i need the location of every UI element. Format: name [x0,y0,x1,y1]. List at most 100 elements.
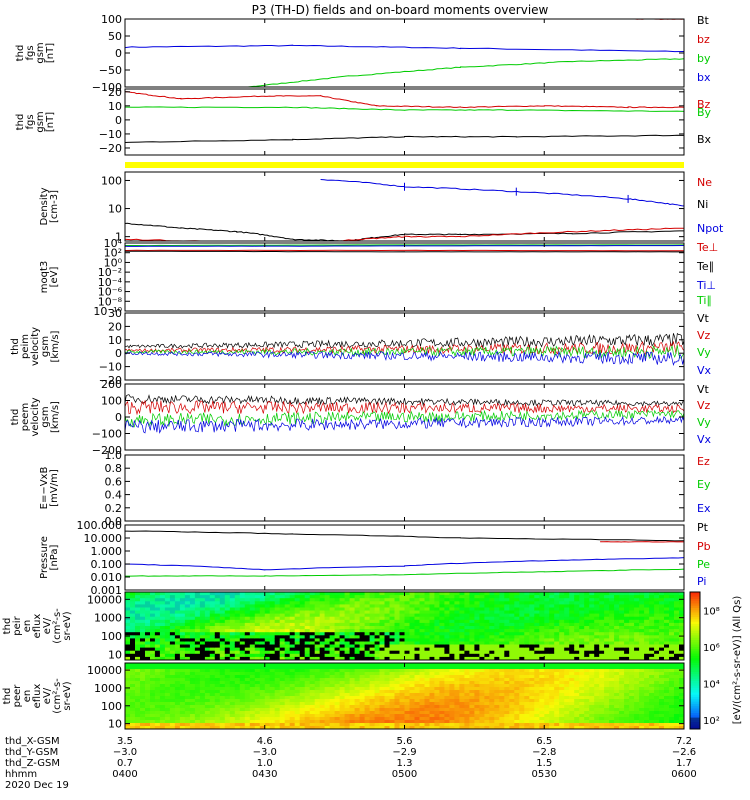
spectrogram-cell [414,629,420,633]
spectrogram-cell [349,669,356,673]
spectrogram-cell [494,681,500,685]
spectrogram-cell [304,601,311,605]
spectrogram-cell [419,656,425,661]
spectrogram-cell [369,696,376,700]
spectrogram-cell [604,723,610,727]
spectrogram-cell [679,622,685,627]
spectrogram-cell [174,717,181,721]
spectrogram-cell [379,613,385,618]
spectrogram-cell [444,632,450,636]
spectrogram-cell [614,644,620,649]
spectrogram-cell [309,690,316,694]
spectrogram-cell [130,696,136,700]
spectrogram-cell [314,598,321,602]
spectrogram-cell [199,693,206,697]
spectrogram-cell [464,690,470,694]
spectrogram-cell [464,592,470,596]
spectrogram-cell [289,626,296,630]
spectrogram-cell [344,675,351,679]
spectrogram-cell [344,629,351,633]
spectrogram-cell [419,595,425,599]
spectrogram-cell [364,604,371,608]
spectrogram-cell [294,687,301,691]
spectrogram-cell [479,622,485,627]
spectrogram-cell [459,650,465,655]
spectrogram-cell [130,675,136,679]
spectrogram-cell [604,626,610,630]
spectrogram-cell [659,595,665,599]
spectrogram-cell [444,601,450,605]
spectrogram-cell [364,720,371,724]
spectrogram-cell [314,723,321,727]
spectrogram-cell [584,717,590,721]
spectrogram-cell [369,601,376,605]
spectrogram-cell [424,666,430,670]
spectrogram-cell [389,650,395,655]
spectrogram-cell [559,653,565,658]
spectrogram-cell [484,672,490,676]
spectrogram-cell [409,604,415,608]
spectrogram-cell [284,613,291,618]
spectrogram-cell [135,610,141,615]
spectrogram-cell [599,647,605,652]
spectrogram-cell [609,604,615,608]
spectrogram-cell [354,693,361,697]
spectrogram-cell [509,641,515,646]
y-tick-label: −100 [92,81,122,94]
spectrogram-cell [339,699,346,703]
spectrogram-cell [199,604,206,608]
spectrogram-cell [359,601,366,605]
spectrogram-cell [434,619,440,624]
spectrogram-cell [279,601,286,605]
spectrogram-cell [429,592,435,596]
spectrogram-cell [145,663,151,667]
spectrogram-cell [384,650,390,655]
spectrogram-cell [174,678,181,682]
spectrogram-cell [654,613,660,618]
spectrogram-cell [544,607,550,612]
spectrogram-cell [599,638,605,642]
spectrogram-cell [404,720,410,724]
spectrogram-cell [289,601,296,605]
spectrogram-cell [639,595,645,599]
spectrogram-cell [394,629,400,633]
spectrogram-cell [244,613,251,618]
spectrogram-cell [669,632,675,636]
spectrogram-cell [459,672,465,676]
spectrogram-cell [154,598,161,602]
spectrogram-cell [639,598,645,602]
spectrogram-cell [339,690,346,694]
spectrogram-cell [589,705,595,709]
spectrogram-cell [319,653,326,658]
spectrogram-cell [309,708,316,712]
spectrogram-cell [644,610,650,615]
spectrogram-cell [359,644,366,649]
spectrogram-cell [294,595,301,599]
spectrogram-cell [509,699,515,703]
spectrogram-cell [514,619,520,624]
spectrogram-cell [634,616,640,621]
spectrogram-cell [329,595,336,599]
spectrogram-cell [199,607,206,612]
spectrogram-cell [409,595,415,599]
spectrogram-cell [444,708,450,712]
spectrogram-cell [499,641,505,646]
spectrogram-cell [439,644,445,649]
spectrogram-cell [644,644,650,649]
spectrogram-cell [444,726,450,730]
spectrogram-cell [229,622,236,627]
spectrogram-cell [324,595,331,599]
legend-ti⊥: Ti⊥ [696,279,716,292]
spectrogram-cell [239,714,246,718]
spectrogram-cell [574,607,580,612]
spectrogram-cell [199,656,206,661]
spectrogram-cell [449,622,455,627]
spectrogram-cell [234,720,241,724]
spectrogram-cell [464,629,470,633]
spectrogram-cell [269,595,276,599]
spectrogram-cell [179,635,186,639]
series-vx [124,350,685,366]
spectrogram-cell [594,592,600,596]
spectrogram-cell [454,647,460,652]
spectrogram-cell [539,723,545,727]
